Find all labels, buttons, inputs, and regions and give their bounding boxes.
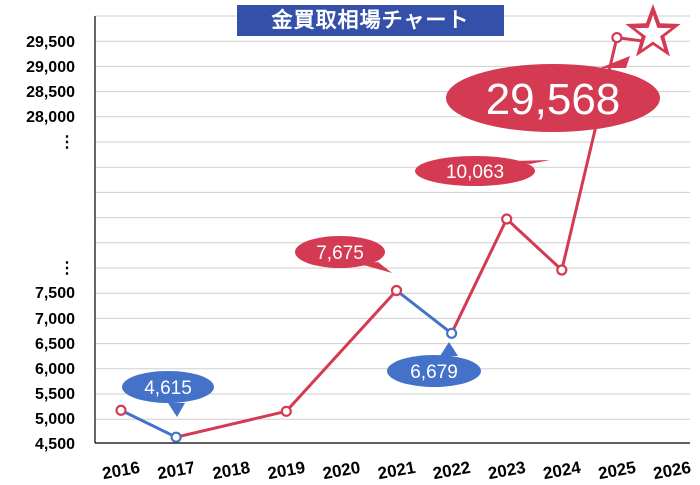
callout-bubble	[415, 156, 535, 186]
callout-pointer	[515, 160, 550, 164]
line-segment	[119, 408, 178, 439]
y-tick-label: 7,500	[35, 285, 75, 302]
y-tick-label: 6,000	[35, 361, 75, 378]
y-tick-label: 28,000	[26, 109, 75, 126]
x-tick-label: 2016	[101, 458, 142, 483]
y-tick-label: 5,000	[35, 411, 75, 428]
chart-title-background	[237, 5, 504, 36]
x-tick-label: 2020	[321, 458, 362, 483]
data-point	[115, 404, 127, 416]
x-tick-label: 2024	[542, 458, 583, 483]
end-marker	[625, 4, 681, 57]
line-segment	[174, 409, 288, 439]
data-label: 4,615	[144, 378, 192, 399]
x-tick-label: 2019	[266, 458, 307, 483]
y-tick-label: ⋮	[59, 134, 75, 151]
price-line	[119, 36, 644, 439]
x-tick-labels: 2016 2017 2018 2019 2020 2021 2022 2023 2024 2025…	[101, 458, 693, 483]
y-tick-label: 7,000	[35, 311, 75, 328]
x-tick-label: 2018	[211, 458, 252, 483]
data-point	[390, 284, 403, 297]
callout-pointer	[360, 262, 392, 273]
x-tick-label: 2021	[376, 458, 417, 483]
y-tick-label: 28,500	[26, 84, 75, 101]
data-point	[611, 31, 623, 44]
axes	[94, 16, 690, 444]
x-tick-label: 2023	[487, 458, 528, 483]
line-segment	[395, 288, 454, 335]
y-tick-label: ⋮	[59, 260, 75, 277]
y-tick-labels: 29,500 29,000 28,500 28,000 ⋮ ⋮ 7,500 7,000 6,50…	[26, 34, 75, 453]
x-tick-label: 2022	[431, 458, 472, 483]
x-tick-label: 2025	[597, 458, 638, 483]
callout-bubble	[387, 355, 481, 387]
data-point-markers	[115, 31, 623, 443]
data-point	[501, 213, 513, 225]
data-label: 7,675	[316, 243, 364, 264]
y-tick-label: 29,500	[26, 34, 75, 51]
data-point	[446, 327, 458, 339]
y-tick-label: 29,000	[26, 59, 75, 76]
x-tick-label: 2026	[652, 458, 693, 483]
y-tick-label: 4,500	[35, 436, 75, 453]
data-point	[556, 264, 568, 276]
callout-bubble	[446, 64, 660, 132]
data-label: 10,063	[446, 162, 504, 183]
x-tick-label: 2017	[156, 458, 197, 483]
callout-pointer	[600, 56, 630, 68]
star-inner	[634, 15, 672, 50]
data-point	[170, 431, 182, 443]
callout-bubble	[122, 371, 214, 403]
callout-pointer	[440, 342, 458, 356]
data-label-callouts: 4,615 7,675 6,679 10,063 29,568	[122, 56, 660, 417]
gridlines	[95, 15, 690, 420]
data-label: 6,679	[410, 362, 458, 383]
chart-title: 金買取相場チャート	[271, 8, 470, 32]
line-segment	[450, 217, 509, 335]
callout-bubble	[295, 236, 385, 268]
data-label: 29,568	[486, 75, 621, 124]
line-segment	[284, 288, 398, 413]
callout-pointer	[168, 403, 185, 417]
line-segment	[505, 217, 564, 272]
data-point	[280, 405, 292, 417]
y-tick-label: 6,500	[35, 336, 75, 353]
y-tick-label: 5,500	[35, 386, 75, 403]
